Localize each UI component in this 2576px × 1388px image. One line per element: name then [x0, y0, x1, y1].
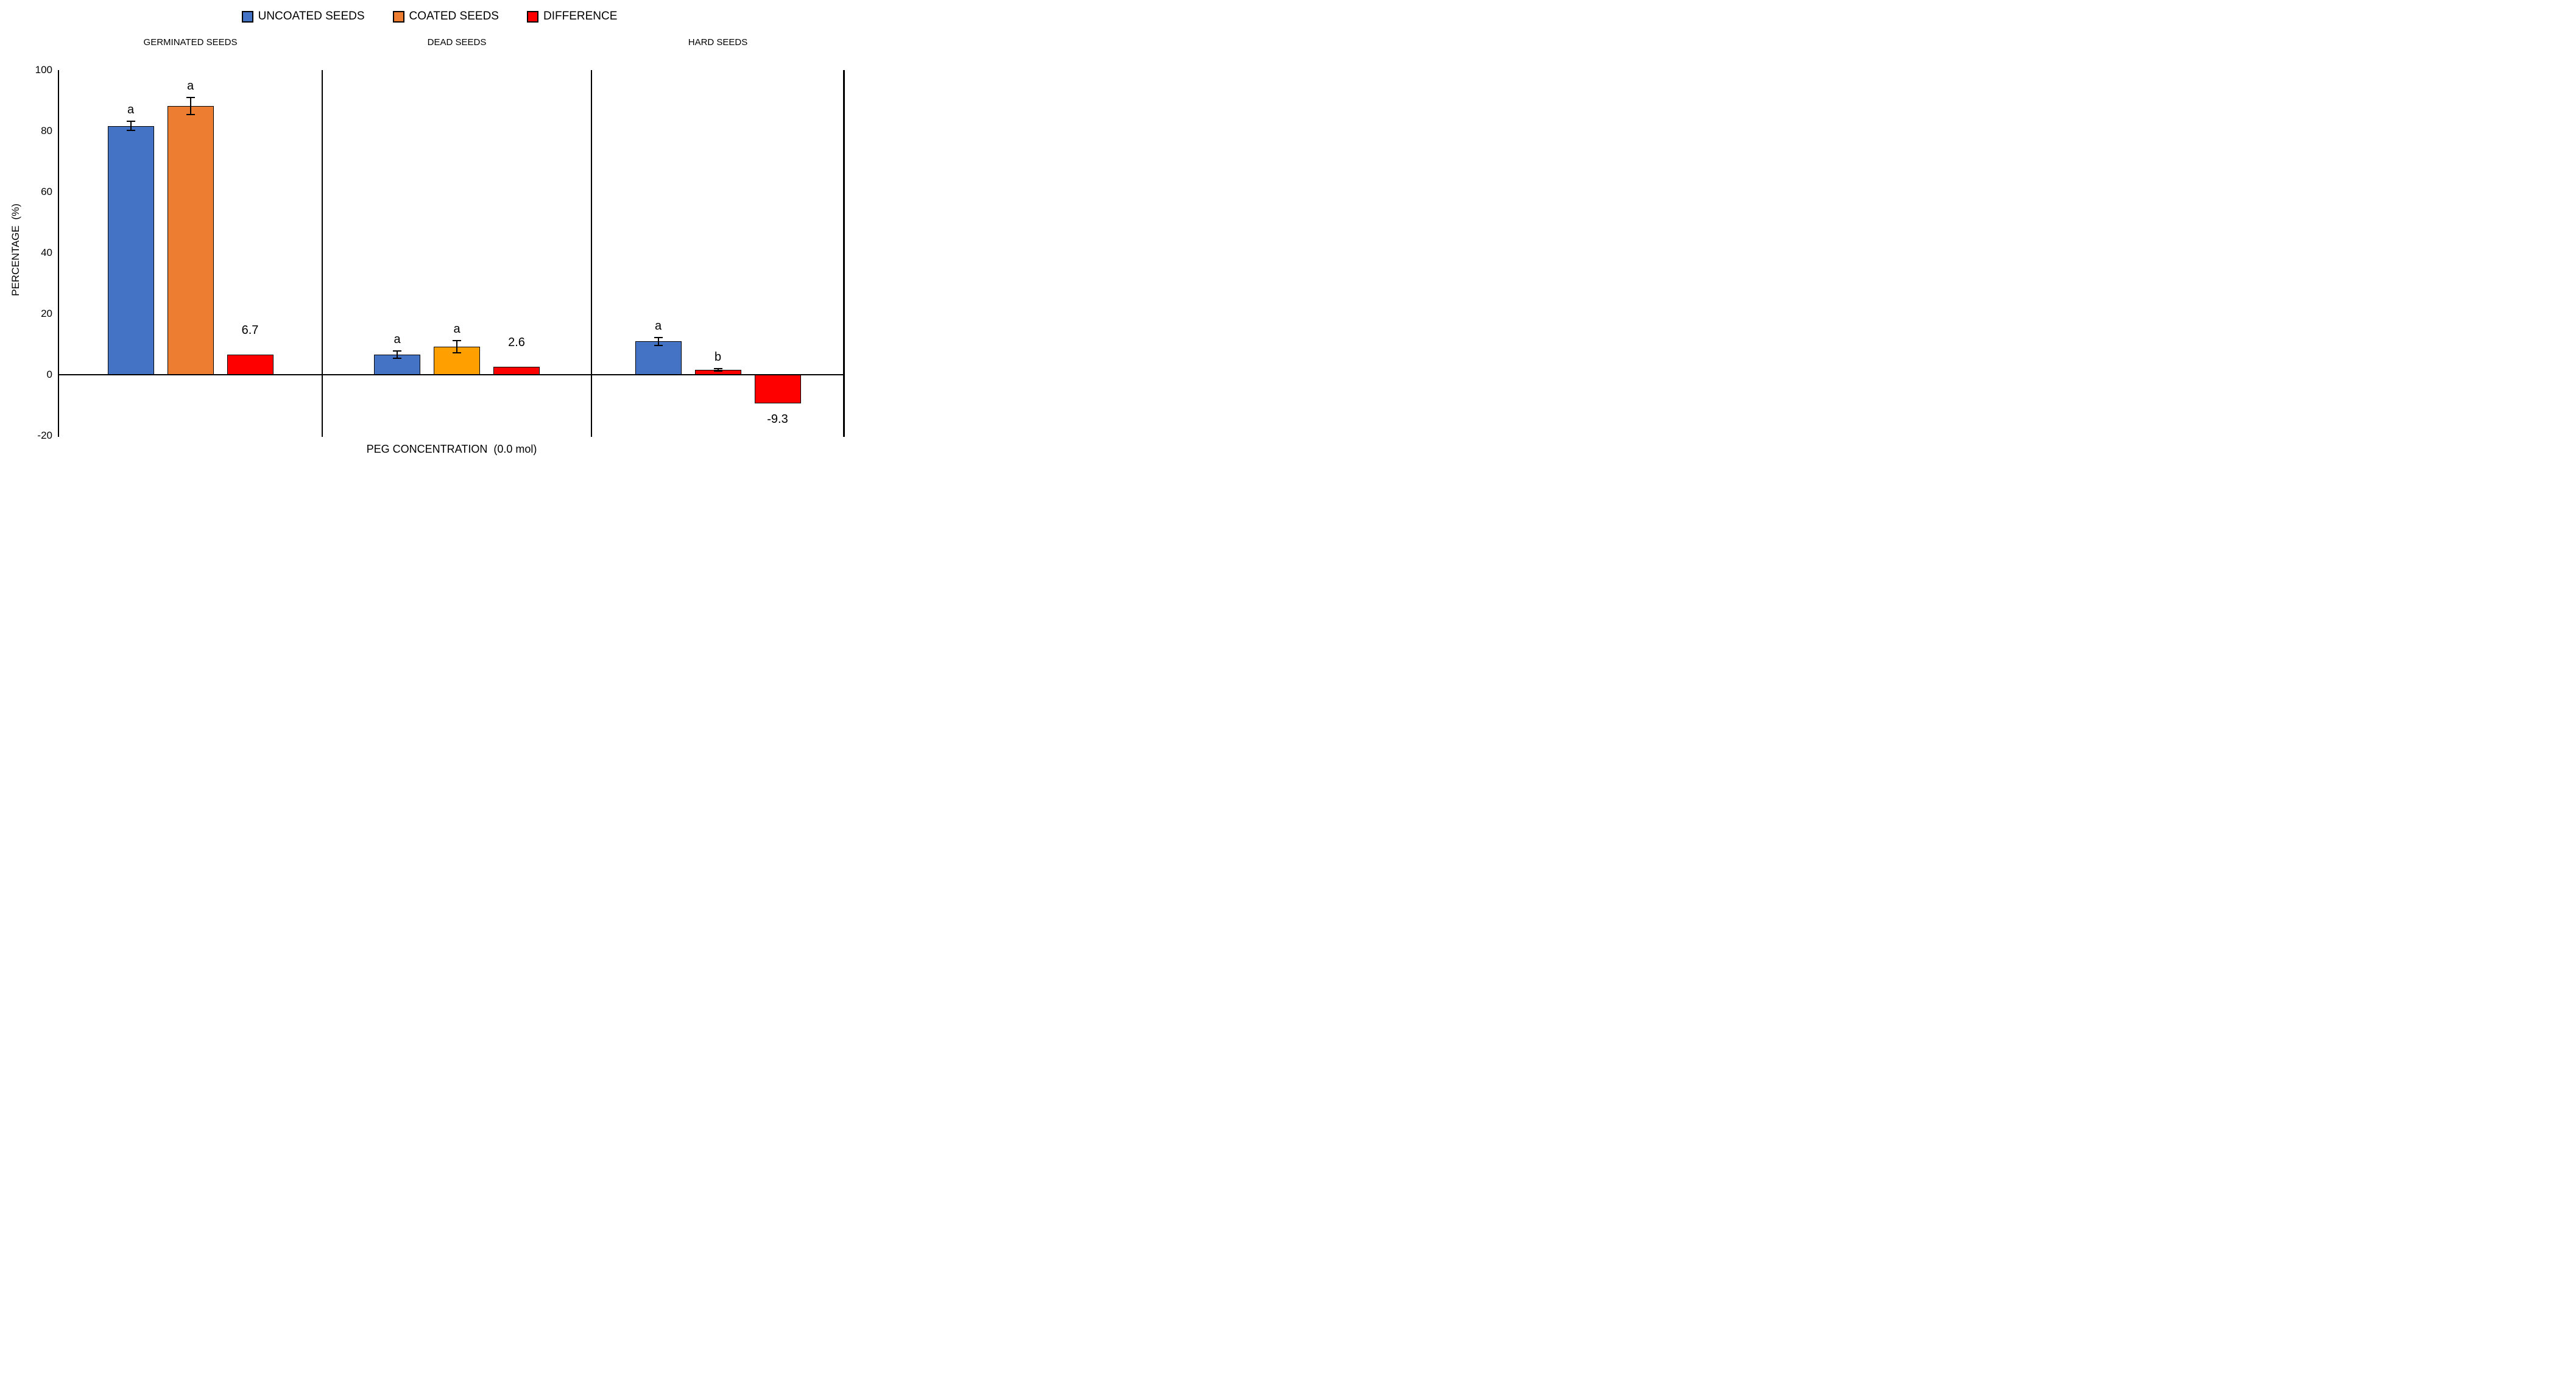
error-bar-cap [654, 336, 663, 338]
error-bar [456, 340, 457, 353]
legend-item-label: COATED SEEDS [409, 10, 499, 23]
panel-title: GERMINATED SEEDS [143, 37, 238, 48]
y-tick-label: 40 [41, 247, 52, 258]
legend-swatch-icon [241, 10, 253, 23]
bar-difference [227, 354, 273, 375]
y-tick-label: 100 [35, 64, 52, 76]
legend-item-label: UNCOATED SEEDS [258, 10, 365, 23]
error-bar-cap [713, 367, 722, 369]
error-bar [189, 97, 191, 115]
significance-label: a [654, 319, 662, 333]
error-bar [717, 368, 719, 371]
error-bar [397, 350, 398, 358]
legend-item: UNCOATED SEEDS [241, 9, 365, 24]
panel-divider-icon [591, 70, 592, 437]
panel-title: DEAD SEEDS [427, 37, 487, 48]
significance-label: a [453, 322, 461, 336]
value-label: -9.3 [767, 412, 788, 426]
bar-difference [754, 375, 801, 403]
error-bar-cap [654, 344, 663, 346]
error-bar-cap [126, 130, 135, 131]
error-bar-cap [393, 357, 401, 359]
significance-label: a [127, 103, 135, 116]
error-bar [130, 121, 132, 130]
legend-item-label: DIFFERENCE [543, 10, 618, 23]
bar-uncoated-seeds [635, 341, 682, 375]
legend-item: DIFFERENCE [526, 9, 618, 24]
y-axis-line [58, 70, 59, 437]
error-bar-cap [126, 121, 135, 122]
error-bar-cap [453, 339, 461, 341]
error-bar-cap [186, 96, 195, 98]
error-bar-cap [393, 350, 401, 352]
significance-label: a [186, 79, 194, 93]
error-bar-cap [453, 352, 461, 353]
legend-item: COATED SEEDS [392, 9, 499, 24]
seed-percentage-bar-chart: UNCOATED SEEDS COATED SEEDS DIFFERENCE PER… [0, 0, 859, 463]
plot-right-border [843, 70, 845, 437]
significance-label: b [714, 350, 722, 364]
legend: UNCOATED SEEDS COATED SEEDS DIFFERENCE [0, 9, 859, 24]
bar-coated-seeds [167, 105, 214, 375]
y-tick-label: 80 [41, 125, 52, 136]
bar-uncoated-seeds [107, 126, 154, 375]
y-tick-label: 0 [46, 369, 52, 380]
value-label: 6.7 [241, 323, 259, 337]
y-tick-label: 60 [41, 186, 52, 197]
y-tick-label: 20 [41, 308, 52, 319]
y-tick-label: -20 [37, 430, 52, 441]
error-bar-cap [713, 370, 722, 372]
error-bar [657, 337, 659, 345]
legend-swatch-icon [526, 10, 538, 23]
x-axis-title: PEG CONCENTRATION (0.0 mol) [366, 443, 537, 455]
panel-title: HARD SEEDS [688, 37, 748, 48]
value-label: 2.6 [508, 336, 525, 349]
zero-baseline [58, 374, 845, 375]
legend-swatch-icon [392, 10, 404, 23]
significance-label: a [393, 332, 401, 346]
panel-divider-icon [322, 70, 323, 437]
error-bar-cap [186, 113, 195, 115]
